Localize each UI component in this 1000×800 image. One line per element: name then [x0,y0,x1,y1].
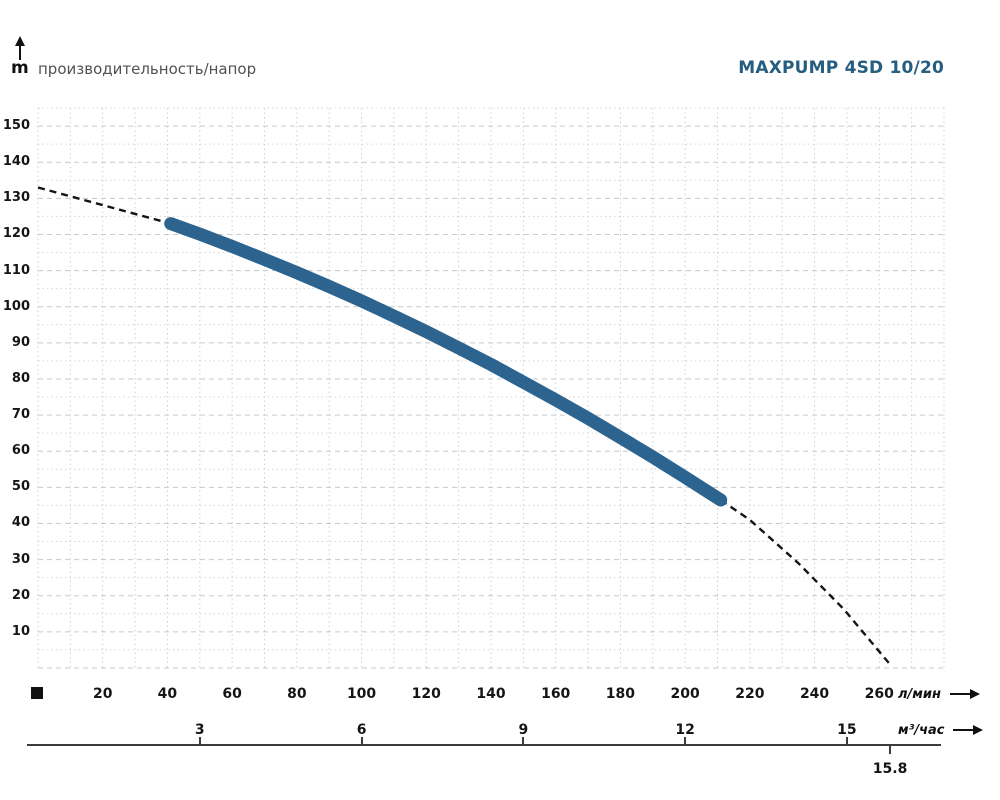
m3h-unit-label: м³/час [898,722,945,738]
origin-marker [31,687,43,699]
y-tick-label: 20 [11,587,30,603]
y-tick-label: 140 [2,154,30,170]
x-tick-label-lmin: 60 [222,686,242,702]
y-tick-label: 90 [11,334,30,350]
y-tick-label: 130 [2,190,30,206]
y-tick-label: 40 [11,515,30,531]
y-tick-label: 110 [2,262,30,278]
arrow-stem [19,44,21,60]
x-tick-label-lmin: 80 [287,686,307,702]
pump-curve [164,217,728,507]
right-arrow-icon [953,725,984,735]
max-flow-label: 15.8 [872,761,908,777]
x-axis-secondary-unit: м³/час [898,722,984,738]
x-tick-label-m3h: 9 [518,722,529,738]
bottom-scale-tick [198,737,201,745]
x-tick-label-lmin: 160 [541,686,571,702]
x-tick-label-lmin: 200 [670,686,700,702]
chart-subtitle: производительность/напор [38,60,257,78]
max-flow-tick [889,746,892,754]
x-tick-label-lmin: 220 [735,686,765,702]
y-axis-unit-label: m [11,58,29,78]
x-tick-label-lmin: 260 [864,686,894,702]
lmin-unit-label: л/мин [898,686,941,702]
x-tick-label-m3h: 12 [675,722,695,738]
x-tick-label-lmin: 40 [157,686,178,702]
curve-extrapolation-dashed [37,186,892,666]
x-tick-label-lmin: 180 [605,686,636,702]
right-arrow-icon [950,689,980,699]
bottom-scale-tick [522,737,525,745]
y-tick-label: 10 [11,623,30,639]
y-tick-label: 150 [2,118,30,134]
x-tick-label-lmin: 240 [799,686,830,702]
arrow-head [15,36,25,46]
y-tick-label: 30 [11,551,30,567]
x-tick-label-m3h: 6 [356,722,367,738]
pump-model-title: MAXPUMP 4SD 10/20 [738,58,944,78]
y-tick-label: 50 [11,479,30,495]
x-tick-label-lmin: 120 [411,686,441,702]
y-tick-label: 120 [2,226,30,242]
grid [37,107,945,669]
bottom-scale-tick [684,737,687,745]
x-axis-primary-unit: л/мин [898,686,980,702]
bottom-scale-line [27,744,941,746]
y-tick-label: 100 [2,298,30,314]
x-tick-label-lmin: 140 [476,686,506,702]
y-axis-up-arrow-icon [14,36,26,60]
x-tick-label-m3h: 3 [194,722,205,738]
y-tick-label: 60 [11,443,30,459]
x-tick-label-lmin: 20 [92,686,113,702]
bottom-scale-tick [845,737,848,745]
y-tick-label: 80 [11,370,30,386]
x-tick-label-lmin: 100 [346,686,377,702]
y-tick-label: 70 [11,407,30,423]
bottom-scale-tick [360,737,363,745]
x-tick-label-m3h: 15 [837,722,857,738]
